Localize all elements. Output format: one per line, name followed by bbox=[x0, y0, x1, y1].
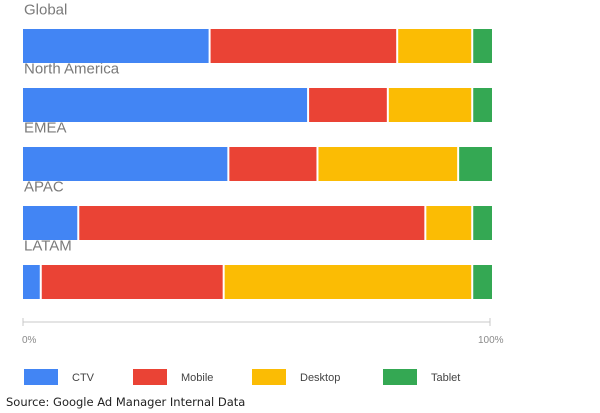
bar-segment-tablet bbox=[473, 88, 492, 122]
bar-segment-ctv bbox=[23, 206, 78, 240]
legend-label-desktop: Desktop bbox=[300, 372, 340, 384]
bar-segment-tablet bbox=[473, 265, 492, 299]
bar-segment-ctv bbox=[23, 265, 40, 299]
bar-segment-tablet bbox=[473, 206, 492, 240]
category-label: EMEA bbox=[24, 120, 67, 137]
category-label: North America bbox=[24, 61, 120, 78]
bar-segment-tablet bbox=[473, 29, 492, 63]
bar-segment-desktop bbox=[318, 147, 458, 181]
category-labels: Global North America EMEA APAC LATAM bbox=[24, 2, 120, 255]
source-note: Source: Google Ad Manager Internal Data bbox=[6, 395, 246, 409]
legend-label-tablet: Tablet bbox=[431, 372, 460, 384]
bar-segment-ctv bbox=[23, 29, 209, 63]
bars bbox=[23, 29, 492, 299]
bar-segment-desktop bbox=[388, 88, 472, 122]
bar-segment-ctv bbox=[23, 147, 228, 181]
legend-label-mobile: Mobile bbox=[181, 372, 213, 384]
category-label: Global bbox=[24, 2, 67, 19]
bar-segment-mobile bbox=[79, 206, 425, 240]
legend-swatch-mobile bbox=[133, 369, 167, 385]
legend: CTV Mobile Desktop Tablet bbox=[24, 369, 460, 385]
bar-segment-desktop bbox=[398, 29, 472, 63]
category-label: APAC bbox=[24, 179, 64, 196]
x-tick-label-min: 0% bbox=[22, 335, 37, 346]
bar-segment-ctv bbox=[23, 88, 308, 122]
x-axis: 0% 100% bbox=[22, 318, 504, 346]
legend-swatch-ctv bbox=[24, 369, 58, 385]
bar-segment-mobile bbox=[210, 29, 397, 63]
legend-swatch-tablet bbox=[383, 369, 417, 385]
bar-segment-tablet bbox=[459, 147, 492, 181]
category-label: LATAM bbox=[24, 238, 72, 255]
bar-segment-mobile bbox=[229, 147, 317, 181]
bar-segment-mobile bbox=[41, 265, 223, 299]
bar-segment-desktop bbox=[224, 265, 472, 299]
bar-segment-desktop bbox=[426, 206, 472, 240]
x-tick-label-max: 100% bbox=[478, 335, 504, 346]
bar-segment-mobile bbox=[309, 88, 387, 122]
legend-label-ctv: CTV bbox=[72, 372, 95, 384]
legend-swatch-desktop bbox=[252, 369, 286, 385]
